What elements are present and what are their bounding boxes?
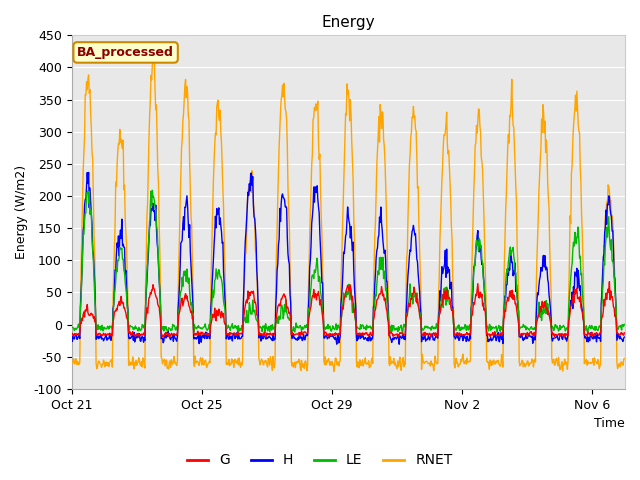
Line: G: G bbox=[72, 282, 625, 337]
H bbox=[68, 334, 76, 339]
LE bbox=[68, 324, 76, 330]
H bbox=[621, 334, 628, 340]
LE bbox=[180, 268, 188, 274]
RNET bbox=[492, 361, 499, 367]
RNET bbox=[621, 356, 628, 361]
G bbox=[491, 329, 499, 335]
RNET bbox=[150, 56, 157, 61]
G bbox=[428, 335, 435, 340]
Line: LE: LE bbox=[72, 191, 625, 334]
RNET bbox=[68, 359, 76, 365]
Y-axis label: Energy (W/m2): Energy (W/m2) bbox=[15, 165, 28, 259]
X-axis label: Time: Time bbox=[595, 417, 625, 430]
Line: H: H bbox=[72, 172, 625, 344]
H bbox=[180, 227, 188, 233]
LE bbox=[402, 319, 410, 324]
G bbox=[401, 332, 408, 337]
LE bbox=[621, 322, 628, 327]
H bbox=[143, 279, 151, 285]
RNET bbox=[180, 96, 188, 102]
LE bbox=[148, 188, 156, 193]
RNET bbox=[143, 254, 150, 260]
LE bbox=[143, 283, 150, 288]
G bbox=[354, 331, 362, 336]
RNET bbox=[131, 360, 138, 365]
H bbox=[402, 314, 410, 320]
G bbox=[180, 300, 188, 305]
H bbox=[132, 335, 140, 341]
G bbox=[605, 279, 613, 285]
Title: Energy: Energy bbox=[321, 15, 375, 30]
Line: RNET: RNET bbox=[72, 59, 625, 372]
H bbox=[396, 341, 403, 347]
LE bbox=[355, 325, 362, 331]
RNET bbox=[402, 294, 410, 300]
RNET bbox=[330, 369, 338, 374]
H bbox=[84, 169, 92, 175]
G bbox=[621, 330, 628, 336]
Text: BA_processed: BA_processed bbox=[77, 46, 174, 59]
G bbox=[68, 331, 76, 337]
G bbox=[143, 312, 150, 317]
H bbox=[492, 334, 499, 339]
H bbox=[355, 336, 362, 342]
Legend: G, H, LE, RNET: G, H, LE, RNET bbox=[182, 448, 458, 473]
LE bbox=[131, 326, 138, 332]
LE bbox=[399, 331, 406, 336]
G bbox=[131, 332, 138, 338]
LE bbox=[492, 325, 499, 331]
RNET bbox=[355, 365, 363, 371]
